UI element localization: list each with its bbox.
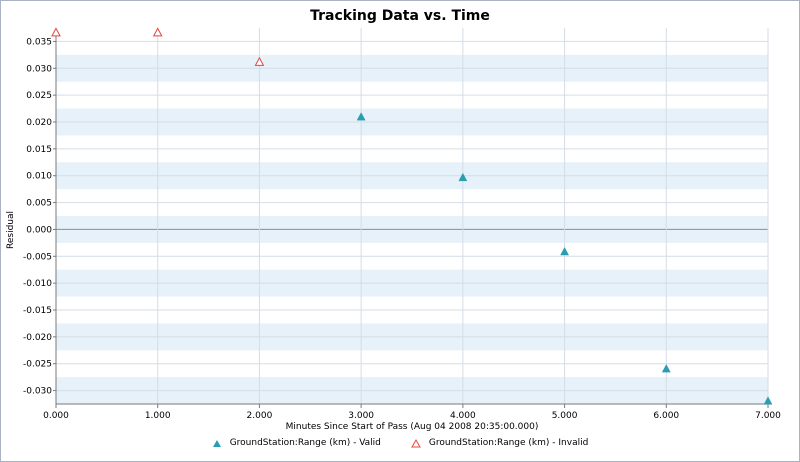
data-point-valid: [661, 364, 671, 373]
x-tick-label: 1.000: [145, 411, 171, 421]
x-tick-label: 0.000: [43, 411, 69, 421]
y-tick-label: -0.025: [23, 360, 52, 370]
y-tick-label: 0.015: [26, 145, 52, 155]
y-tick-label: -0.015: [23, 306, 52, 316]
data-point-invalid: [51, 27, 61, 37]
legend: GroundStation:Range (km) - Valid GroundS…: [0, 438, 800, 448]
y-tick-label: 0.010: [26, 172, 52, 182]
y-tick-label: 0.035: [26, 37, 52, 47]
x-tick-label: 6.000: [653, 411, 679, 421]
legend-marker-invalid: [411, 438, 421, 447]
legend-triangle-invalid: [411, 438, 421, 447]
y-tick-label: 0.000: [26, 225, 52, 235]
data-point-valid: [458, 172, 468, 182]
y-tick-label: 0.025: [26, 91, 52, 101]
legend-label-valid: GroundStation:Range (km) - Valid: [229, 438, 381, 448]
x-tick-label: 4.000: [450, 411, 476, 421]
legend-item-valid[interactable]: GroundStation:Range (km) - Valid: [212, 438, 381, 448]
legend-triangle-valid: [212, 439, 221, 447]
x-tick-label: 2.000: [247, 411, 273, 421]
y-tick-label: 0.005: [26, 199, 52, 209]
data-point-valid: [356, 112, 366, 121]
data-point-valid: [763, 396, 773, 405]
data-point-invalid: [152, 27, 163, 37]
x-tick-label: 3.000: [348, 411, 374, 421]
y-tick-label: 0.020: [26, 118, 52, 128]
data-point-invalid: [254, 56, 265, 66]
y-tick-label: -0.030: [23, 387, 52, 397]
x-tick-label: 7.000: [755, 411, 781, 421]
legend-marker-valid: [212, 439, 221, 447]
x-axis-label: Minutes Since Start of Pass (Aug 04 2008…: [285, 422, 539, 432]
y-tick-label: -0.020: [23, 333, 52, 343]
legend-item-invalid[interactable]: GroundStation:Range (km) - Invalid: [411, 438, 588, 448]
y-tick-label: -0.005: [23, 252, 52, 262]
x-tick-label: 5.000: [552, 411, 578, 421]
y-tick-label: 0.030: [26, 64, 52, 74]
y-tick-label: -0.010: [23, 279, 52, 289]
legend-label-invalid: GroundStation:Range (km) - Invalid: [428, 438, 589, 448]
chart-title: Tracking Data vs. Time: [310, 8, 490, 24]
data-point-valid: [560, 246, 569, 256]
